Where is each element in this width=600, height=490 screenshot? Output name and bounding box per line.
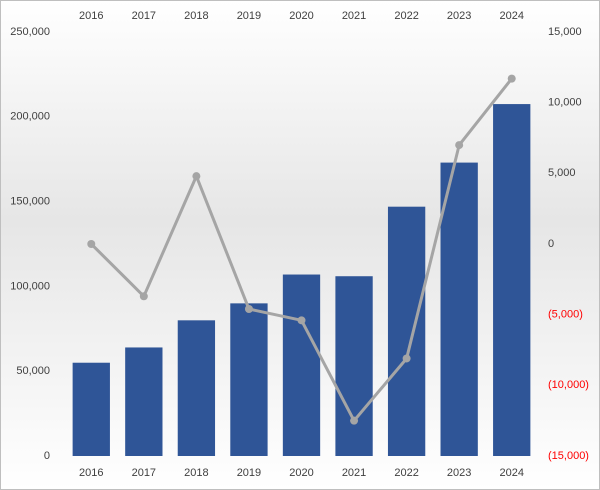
y-tick-label: 100,000: [10, 280, 50, 292]
x-tick-label-top: 2019: [237, 10, 261, 22]
line-point: [192, 172, 201, 181]
y-tick-label: 50,000: [16, 365, 50, 377]
bar: [282, 274, 321, 456]
y2-tick-label: 0: [548, 238, 554, 250]
line-point: [402, 354, 411, 363]
x-tick-label: 2016: [79, 467, 103, 479]
bar: [440, 162, 478, 457]
x-tick-label: 2022: [394, 467, 418, 479]
x-tick-label: 2018: [184, 467, 208, 479]
bar: [387, 206, 426, 456]
x-tick-label-top: 2017: [132, 10, 156, 22]
line-point: [507, 74, 516, 83]
x-tick-label: 2023: [447, 467, 471, 479]
line-point: [87, 240, 96, 248]
line-point: [297, 316, 306, 325]
y-tick-label: 150,000: [10, 196, 50, 208]
x-tick-label-top: 2022: [394, 10, 418, 22]
y-tick-label: 0: [44, 450, 50, 462]
line-point: [244, 305, 253, 314]
line-point: [350, 416, 359, 425]
x-tick-label-top: 2023: [447, 10, 471, 22]
bar: [230, 303, 268, 456]
x-tick-label-top: 2016: [79, 10, 103, 22]
y2-tick-label: (10,000): [548, 379, 589, 391]
bar: [125, 347, 163, 456]
bar: [493, 104, 531, 456]
x-tick-label: 2024: [499, 467, 523, 479]
y-tick-label: 250,000: [10, 26, 50, 38]
x-tick-label: 2020: [289, 467, 313, 479]
x-tick-label: 2017: [132, 467, 156, 479]
bar: [177, 320, 216, 456]
y-tick-label: 200,000: [10, 111, 50, 123]
x-tick-label-top: 2018: [184, 10, 208, 22]
x-tick-label: 2021: [342, 467, 366, 479]
bar: [335, 276, 373, 456]
y2-tick-label: (5,000): [548, 309, 583, 321]
x-tick-label-top: 2021: [342, 10, 366, 22]
x-tick-label: 2019: [237, 467, 261, 479]
x-tick-label-top: 2024: [499, 10, 523, 22]
x-tick-label-top: 2020: [289, 10, 313, 22]
bar: [72, 362, 110, 456]
y2-tick-label: 5,000: [548, 167, 576, 179]
y2-tick-label: 10,000: [548, 97, 582, 109]
line-point: [455, 141, 464, 150]
y2-tick-label: (15,000): [548, 450, 589, 462]
y2-tick-label: 15,000: [548, 26, 582, 38]
line-point: [139, 292, 148, 301]
